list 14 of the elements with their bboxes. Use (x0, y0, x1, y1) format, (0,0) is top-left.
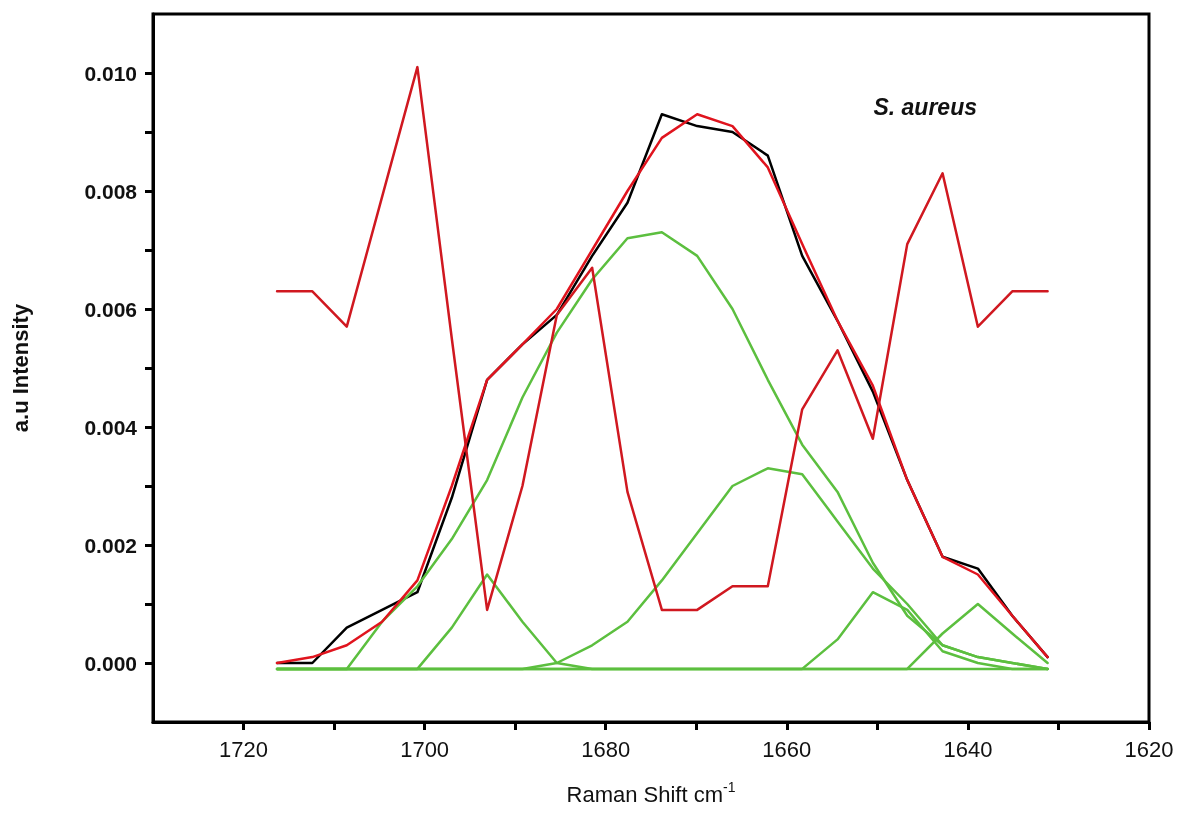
annotation: S. aureus (873, 93, 977, 120)
x-tick-label: 1620 (1124, 736, 1174, 762)
y-tick-label: 0.004 (84, 415, 138, 439)
x-tick-label: 1720 (219, 736, 269, 762)
x-tick-label: 1640 (943, 736, 993, 762)
y-tick-label: 0.000 (84, 651, 137, 675)
y-tick-label: 0.010 (84, 61, 137, 85)
x-tick-label: 1660 (762, 736, 812, 762)
y-tick-label: 0.006 (84, 297, 137, 321)
x-tick-label: 1680 (581, 736, 631, 762)
y-tick-label: 0.008 (84, 179, 138, 203)
x-tick-label: 1700 (400, 736, 450, 762)
y-axis-title: a.u Intensity (7, 303, 33, 433)
y-tick-label: 0.002 (84, 533, 137, 557)
